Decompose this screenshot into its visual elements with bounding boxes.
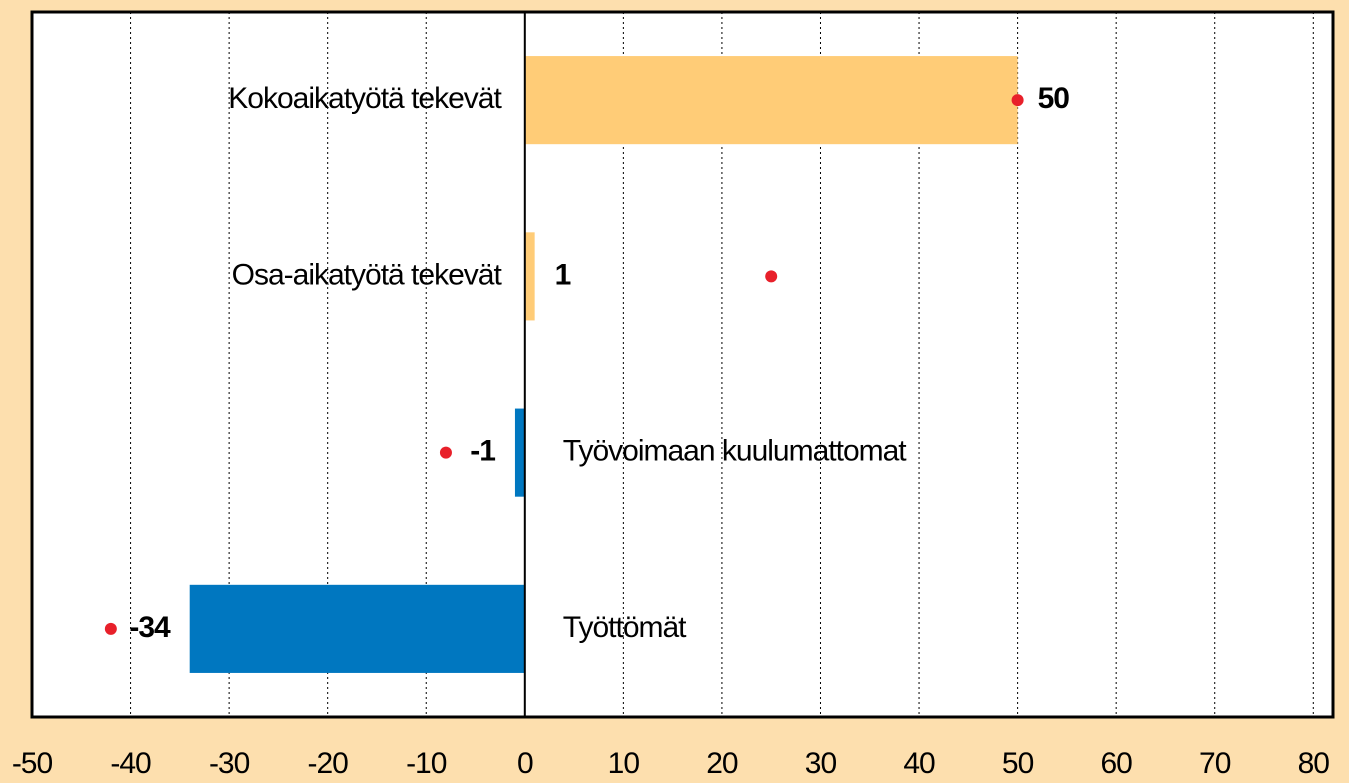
x-tick-label: 70 [1199,747,1231,780]
value-label: -1 [470,435,495,468]
bar [514,408,525,497]
x-tick-label: -50 [12,747,53,780]
value-label: -34 [129,611,171,644]
x-tick-label: 80 [1298,747,1330,780]
value-label: 1 [555,258,571,291]
category-label: Kokoaikatyötä tekevät [228,82,502,115]
plot-border [30,10,1335,719]
x-tick-label: 0 [517,747,533,780]
bar [524,232,535,321]
x-tick-label: 40 [903,747,935,780]
x-tick-label: 30 [805,747,837,780]
x-tick-label: 60 [1100,747,1132,780]
dot [104,622,117,635]
x-tick-label: -10 [406,747,447,780]
bar [524,56,1018,145]
category-label: Työvoimaan kuulumattomat [563,435,908,468]
dot [765,270,778,283]
value-label: 50 [1038,82,1070,115]
x-tick-label: 50 [1002,747,1034,780]
x-tick-label: 20 [706,747,738,780]
dot [1011,94,1024,107]
x-tick-label: 10 [608,747,640,780]
category-label: Työttömät [563,611,687,644]
x-tick-label: -30 [209,747,250,780]
bar [189,584,525,673]
category-label: Osa-aikatyötä tekevät [232,258,503,291]
x-tick-label: -40 [110,747,151,780]
x-tick-label: -20 [308,747,349,780]
dot [439,446,452,459]
